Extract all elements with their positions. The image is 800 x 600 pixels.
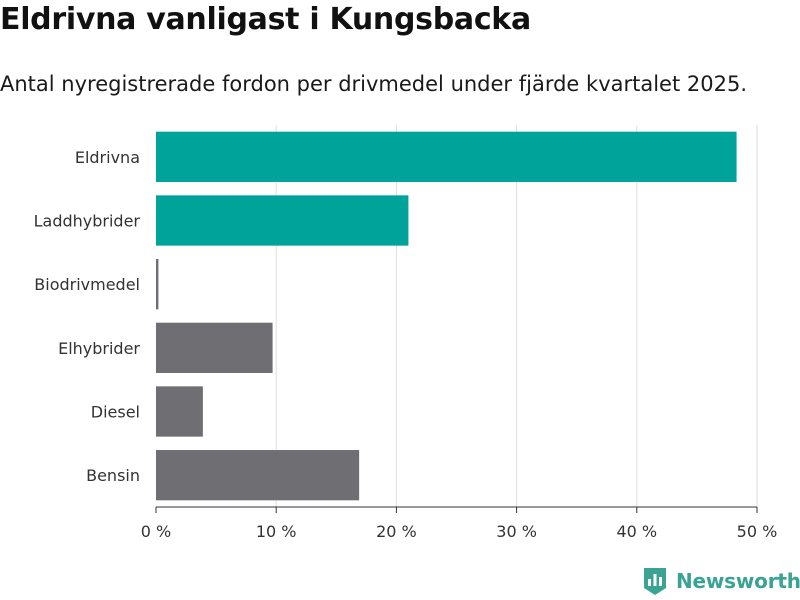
category-label: Biodrivmedel bbox=[34, 275, 140, 294]
bar-diesel bbox=[156, 386, 203, 437]
category-label: Bensin bbox=[86, 466, 140, 485]
category-label: Eldrivna bbox=[75, 148, 140, 167]
newsworthy-brand: Newsworthy bbox=[642, 566, 800, 596]
bar-laddhybrider bbox=[156, 195, 409, 246]
category-label: Laddhybrider bbox=[34, 212, 141, 231]
x-tick-label: 10 % bbox=[256, 522, 297, 541]
chart-subtitle: Antal nyregistrerade fordon per drivmede… bbox=[0, 72, 748, 96]
bar-eldrivna bbox=[156, 131, 737, 182]
bar-biodrivmedel bbox=[156, 259, 159, 310]
newsworthy-logo-icon bbox=[644, 568, 666, 595]
x-tick-label: 0 % bbox=[141, 522, 171, 541]
x-tick-label: 20 % bbox=[376, 522, 417, 541]
category-label: Diesel bbox=[91, 403, 140, 422]
chart-title: Eldrivna vanligast i Kungsbacka bbox=[0, 2, 531, 37]
x-tick-label: 50 % bbox=[737, 522, 778, 541]
x-tick-label: 30 % bbox=[496, 522, 537, 541]
brand-name: Newsworthy bbox=[676, 569, 800, 593]
bar-bensin bbox=[156, 450, 360, 501]
category-label: Elhybrider bbox=[58, 339, 140, 358]
bar-elhybrider bbox=[156, 322, 273, 373]
x-tick-label: 40 % bbox=[616, 522, 657, 541]
